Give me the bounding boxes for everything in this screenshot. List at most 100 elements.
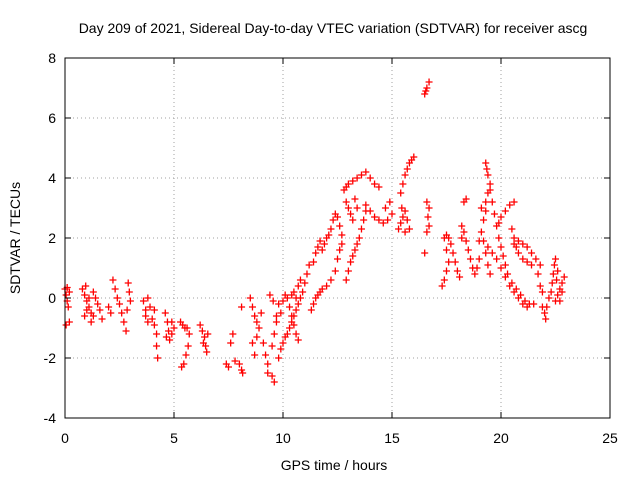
data-point <box>344 180 352 188</box>
data-point <box>153 342 161 350</box>
data-point <box>239 369 247 377</box>
data-point <box>270 330 278 338</box>
data-point <box>290 288 298 296</box>
y-tick-label: 2 <box>48 230 56 246</box>
data-point <box>355 234 363 242</box>
data-point <box>62 321 70 329</box>
data-point <box>166 336 174 344</box>
data-point <box>553 276 561 284</box>
data-point <box>477 228 485 236</box>
data-point <box>272 318 280 326</box>
y-tick-label: -2 <box>44 350 57 366</box>
data-point <box>438 282 446 290</box>
data-point <box>65 318 73 326</box>
data-point <box>283 294 291 302</box>
data-point <box>329 216 337 224</box>
data-point <box>307 306 315 314</box>
data-point <box>253 333 261 341</box>
data-point <box>543 303 551 311</box>
data-point <box>257 309 265 317</box>
data-point <box>264 360 272 368</box>
data-point <box>251 312 259 320</box>
data-point <box>357 171 365 179</box>
data-point <box>519 255 527 263</box>
data-point <box>255 324 263 332</box>
data-point <box>550 261 558 269</box>
data-point <box>381 204 389 212</box>
data-point <box>120 318 128 326</box>
data-point <box>196 321 204 329</box>
data-point <box>399 180 407 188</box>
data-point <box>81 312 89 320</box>
data-point <box>482 159 490 167</box>
data-point <box>451 258 459 266</box>
data-point <box>310 258 318 266</box>
data-point <box>528 261 536 269</box>
data-point <box>362 201 370 209</box>
data-point <box>501 207 509 215</box>
data-point <box>542 315 550 323</box>
data-point <box>225 363 232 371</box>
data-point <box>64 303 72 311</box>
data-point <box>94 300 102 308</box>
data-point <box>113 294 121 302</box>
data-point <box>154 354 162 362</box>
data-point <box>292 330 300 338</box>
data-point <box>422 87 430 95</box>
data-point <box>458 222 466 230</box>
data-point <box>362 168 370 176</box>
data-point <box>510 234 518 242</box>
data-point <box>203 348 211 356</box>
data-point <box>486 180 494 188</box>
data-point <box>528 249 536 257</box>
data-point <box>493 255 501 263</box>
data-point <box>401 207 409 215</box>
data-point <box>473 264 481 272</box>
data-point <box>320 240 328 248</box>
data-point <box>109 276 117 284</box>
data-point <box>198 327 206 335</box>
data-point <box>514 237 522 245</box>
data-point <box>477 204 485 212</box>
data-point <box>558 288 566 296</box>
data-point <box>440 276 448 284</box>
data-point <box>508 225 516 233</box>
y-tick-label: 0 <box>48 290 56 306</box>
data-point <box>462 195 470 203</box>
data-point <box>405 225 413 233</box>
data-point <box>118 309 126 317</box>
data-point <box>466 255 474 263</box>
data-point <box>272 312 280 320</box>
data-point <box>150 321 158 329</box>
data-point <box>123 306 131 314</box>
data-point <box>519 240 527 248</box>
data-point <box>388 210 396 218</box>
data-point <box>144 294 152 302</box>
data-point <box>349 216 357 224</box>
data-point <box>384 216 392 224</box>
data-point <box>292 306 300 314</box>
data-point <box>401 228 409 236</box>
data-point <box>421 249 429 257</box>
data-point <box>161 309 169 317</box>
x-tick-label: 10 <box>275 430 291 446</box>
data-point <box>403 216 411 224</box>
data-point <box>246 294 254 302</box>
data-point <box>425 222 433 230</box>
data-point <box>303 270 311 278</box>
axis-ticks: 0 5 10 15 20 25 -4 -2 0 2 4 6 8 <box>44 50 618 446</box>
data-point <box>279 339 287 347</box>
data-point <box>270 378 278 386</box>
data-point <box>397 189 405 197</box>
data-point <box>294 336 302 344</box>
data-point <box>238 303 246 311</box>
data-point <box>269 297 277 305</box>
data-point <box>401 171 409 179</box>
data-point <box>423 198 431 206</box>
chart-title: Day 209 of 2021, Sidereal Day-to-day VTE… <box>79 20 588 36</box>
data-point <box>126 297 134 305</box>
data-point <box>554 267 562 275</box>
data-point <box>168 330 176 338</box>
data-point <box>510 288 518 296</box>
